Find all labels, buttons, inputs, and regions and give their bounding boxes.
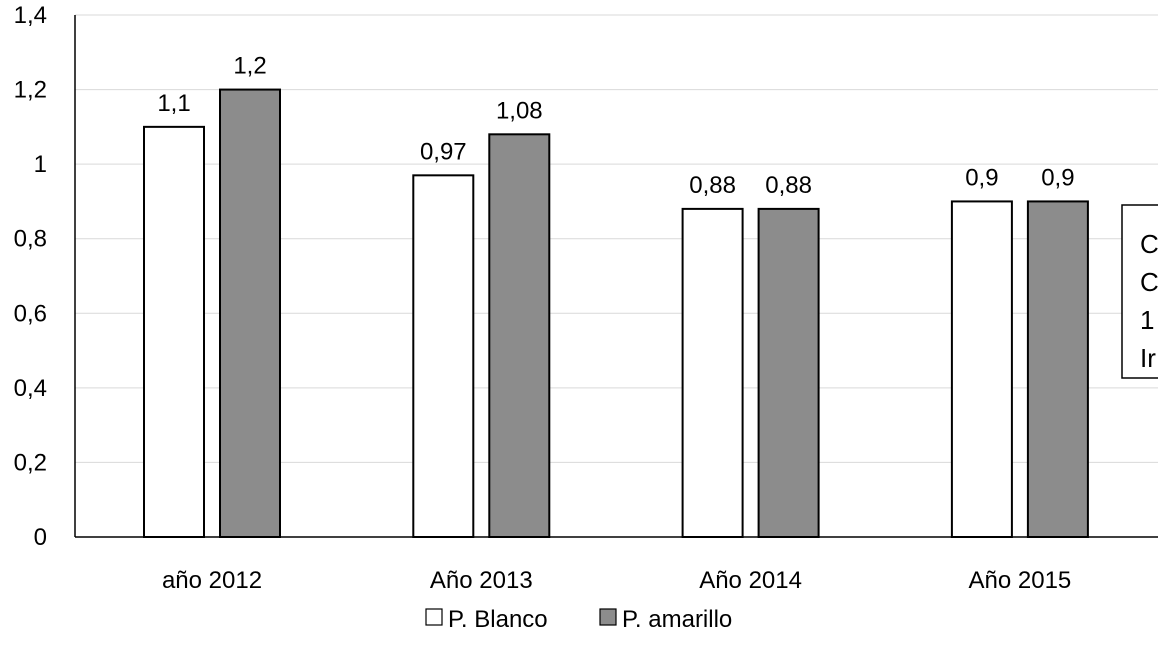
- x-tick-label: Año 2014: [699, 567, 802, 594]
- data-label: 0,88: [689, 172, 736, 199]
- y-tick-label: 1: [34, 151, 47, 178]
- data-label: 0,88: [765, 172, 812, 199]
- bar-p-amarillo: [219, 88, 281, 538]
- data-label: 0,97: [420, 138, 467, 165]
- y-tick-label: 0,8: [14, 226, 47, 253]
- legend-swatch: [599, 608, 617, 626]
- annotation-box: CC 1 Ir: [1121, 204, 1158, 379]
- data-label: 0,9: [965, 164, 998, 191]
- annotation-frame: [1121, 204, 1158, 379]
- bars: [143, 88, 1089, 539]
- y-tick-label: 0,4: [14, 375, 47, 402]
- bar-p-amarillo: [757, 207, 820, 538]
- x-tick-label: Año 2013: [430, 567, 533, 594]
- bar-p-blanco: [412, 174, 475, 538]
- legend-label: P. amarillo: [622, 606, 732, 633]
- annotation-text: 1: [1140, 305, 1154, 335]
- data-label: 1,2: [233, 53, 266, 80]
- bar-p-blanco: [950, 200, 1013, 539]
- y-tick-label: 0: [34, 524, 47, 551]
- y-tick-label: 0,6: [14, 300, 47, 327]
- y-tick-label: 1,4: [14, 2, 47, 29]
- y-tick-label: 0,2: [14, 449, 47, 476]
- y-tick-label: 1,2: [14, 77, 47, 104]
- annotation-text: C: [1140, 267, 1158, 297]
- annotation-text: C: [1140, 229, 1158, 259]
- y-axis-ticks: 0 0,2 0,4 0,6 0,8 1 1,2 1,4: [14, 2, 47, 551]
- legend-swatch: [425, 608, 443, 626]
- x-axis-categories: año 2012 Año 2013 Año 2014 Año 2015: [162, 567, 1071, 594]
- data-label: 0,9: [1041, 164, 1074, 191]
- data-labels: 1,1 1,2 0,97 1,08 0,88 0,88 0,9 0,9: [157, 53, 1074, 199]
- data-label: 1,08: [496, 97, 543, 124]
- x-tick-label: Año 2015: [969, 567, 1072, 594]
- x-tick-label: año 2012: [162, 567, 262, 594]
- bar-p-amarillo: [488, 133, 551, 538]
- bar-p-blanco: [681, 207, 744, 538]
- bar-p-amarillo: [1026, 200, 1089, 539]
- legend-label: P. Blanco: [448, 606, 548, 633]
- legend: P. Blanco P. amarillo: [425, 606, 732, 633]
- data-label: 1,1: [157, 90, 190, 117]
- annotation-text: Ir: [1140, 343, 1156, 373]
- bar-p-blanco: [143, 125, 205, 538]
